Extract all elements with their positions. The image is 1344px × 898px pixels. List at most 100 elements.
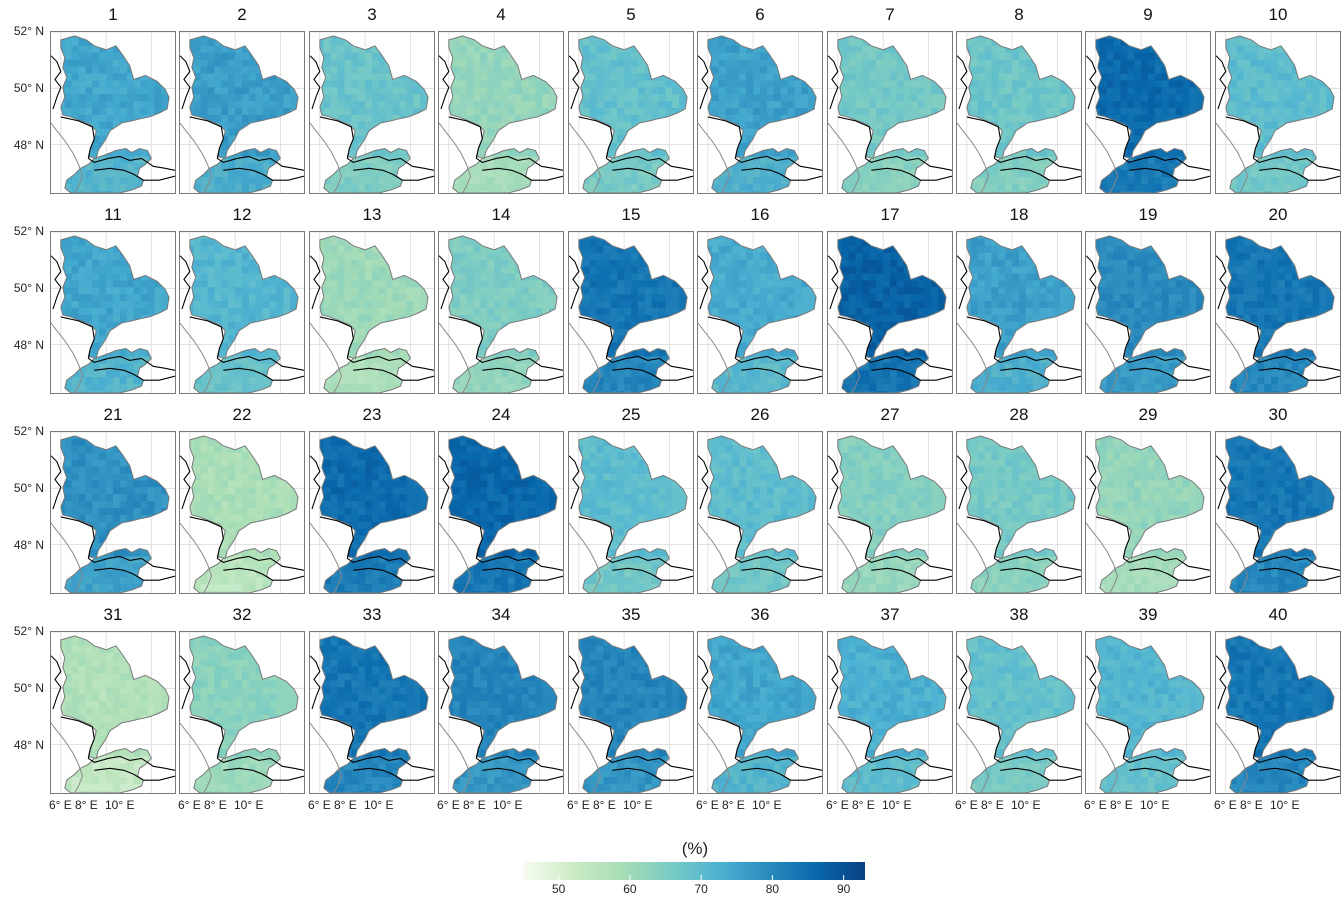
- panel-title: 12: [232, 205, 252, 224]
- country-border: [957, 655, 968, 710]
- legend-colorbar: [523, 862, 865, 880]
- country-border: [1216, 455, 1227, 510]
- river-line: [51, 122, 84, 193]
- country-border: [1216, 255, 1227, 310]
- map-panel: [1085, 31, 1211, 194]
- country-border: [828, 55, 839, 110]
- region-outline: [837, 35, 947, 160]
- river-line: [828, 722, 861, 793]
- region-outline: [319, 35, 429, 160]
- country-border: [837, 116, 952, 171]
- country-border: [60, 516, 175, 571]
- country-border: [957, 455, 968, 510]
- map-panel: [309, 631, 435, 794]
- country-border: [1086, 455, 1097, 510]
- panel-title: 31: [103, 605, 123, 624]
- map-svg: [1216, 632, 1340, 793]
- map-svg: [1216, 32, 1340, 193]
- legend-tick-label: 80: [765, 882, 780, 896]
- legend-tick-label: 60: [623, 882, 637, 896]
- country-border: [612, 367, 693, 381]
- region-outline: [1225, 435, 1335, 560]
- country-border: [180, 255, 191, 310]
- country-border: [180, 55, 191, 110]
- panel-title: 1: [108, 5, 118, 24]
- country-border: [1129, 167, 1210, 181]
- panel-title: 2: [237, 5, 247, 24]
- country-border: [439, 455, 450, 510]
- river-line: [310, 122, 343, 193]
- region-outline: [966, 235, 1076, 360]
- map-svg: [1216, 432, 1340, 593]
- longitude-label: 6° E: [178, 798, 201, 812]
- country-border: [319, 716, 434, 771]
- country-border: [966, 516, 1081, 571]
- country-border: [578, 716, 693, 771]
- river-line: [310, 722, 343, 793]
- map-svg: [51, 632, 175, 793]
- map-panel: [1085, 431, 1211, 594]
- country-border: [319, 316, 434, 371]
- longitude-label: 6° E: [437, 798, 460, 812]
- region-outline: [189, 635, 299, 760]
- map-svg: [957, 232, 1081, 393]
- map-panel: [956, 431, 1082, 594]
- panel-title: 13: [362, 205, 382, 224]
- river-line: [1216, 722, 1249, 793]
- region-outline: [60, 635, 170, 760]
- country-border: [612, 767, 693, 781]
- map-panel: [438, 631, 564, 794]
- map-svg: [957, 432, 1081, 593]
- country-border: [966, 316, 1081, 371]
- country-border: [51, 255, 62, 310]
- region-outline: [707, 435, 817, 560]
- country-border: [94, 367, 175, 381]
- map-svg: [51, 232, 175, 393]
- map-panel: [309, 431, 435, 594]
- map-svg: [957, 632, 1081, 793]
- map-svg: [1086, 432, 1210, 593]
- longitude-label: 6° E: [826, 798, 849, 812]
- region-outline: [319, 435, 429, 560]
- panel-title: 25: [621, 405, 641, 424]
- region-outline: [1225, 635, 1335, 760]
- river-line: [1216, 122, 1249, 193]
- panel-title: 5: [626, 5, 636, 24]
- panel-title: 38: [1009, 605, 1029, 624]
- country-border: [189, 516, 304, 571]
- country-border: [189, 716, 304, 771]
- longitude-label: 6° E: [955, 798, 978, 812]
- region-outline: [966, 35, 1076, 160]
- region-outline: [707, 235, 817, 360]
- river-line: [828, 122, 861, 193]
- country-border: [569, 255, 580, 310]
- country-border: [223, 367, 304, 381]
- river-line: [957, 322, 990, 393]
- region-outline: [448, 635, 558, 760]
- map-svg: [698, 32, 822, 193]
- country-border: [1086, 55, 1097, 110]
- country-border: [698, 55, 709, 110]
- map-panel: [50, 231, 176, 394]
- country-border: [310, 655, 321, 710]
- panel-title: 37: [880, 605, 900, 624]
- map-svg: [1086, 32, 1210, 193]
- map-panel: [438, 431, 564, 594]
- country-border: [180, 655, 191, 710]
- map-svg: [569, 632, 693, 793]
- map-svg: [310, 232, 434, 393]
- region-outline: [1095, 35, 1205, 160]
- country-border: [223, 567, 304, 581]
- panel-title: 30: [1268, 405, 1288, 424]
- river-line: [957, 522, 990, 593]
- river-line: [1216, 322, 1249, 393]
- country-border: [319, 116, 434, 171]
- country-border: [1086, 255, 1097, 310]
- country-border: [828, 455, 839, 510]
- longitude-label: 10° E: [364, 798, 394, 812]
- country-border: [60, 316, 175, 371]
- river-line: [310, 522, 343, 593]
- latitude-label: 52° N: [13, 424, 44, 438]
- country-border: [1129, 567, 1210, 581]
- map-svg: [180, 232, 304, 393]
